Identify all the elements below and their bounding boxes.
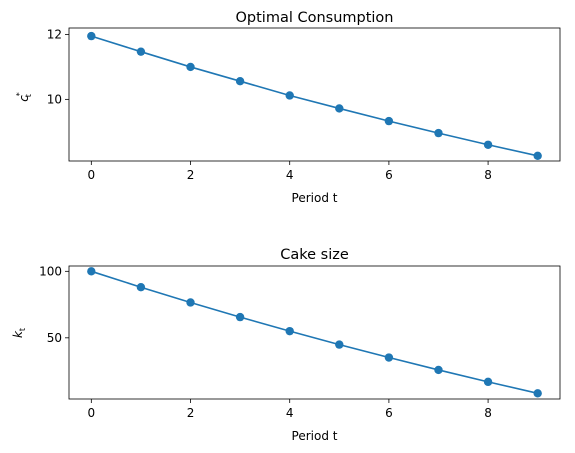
consumption-x-tick-label: 8 <box>484 168 492 182</box>
consumption-y-tick-label: 12 <box>47 27 62 41</box>
consumption-y-tick-label: 10 <box>47 92 62 106</box>
consumption-x-tick-label: 0 <box>87 168 95 182</box>
consumption-x-tick-label: 4 <box>286 168 294 182</box>
cake-size-x-axis-label: Period t <box>292 429 338 443</box>
cake-size-data-point <box>434 365 443 375</box>
cake-size-x-tick-label: 0 <box>87 406 95 420</box>
cake-size-subplot: Cake size 0 2 4 6 8 50 100 Period t kt <box>11 247 561 443</box>
cake-size-chart-title: Cake size <box>280 247 349 263</box>
consumption-chart-title: Optimal Consumption <box>235 10 393 26</box>
cake-size-data-point <box>87 267 96 276</box>
cake-size-y-ticks: 50 100 <box>39 264 69 345</box>
consumption-y-axis-label: c*t <box>15 92 33 102</box>
consumption-y-ticks: 10 12 <box>47 27 69 106</box>
cake-size-data-point <box>483 377 493 387</box>
consumption-data-point <box>483 140 493 149</box>
consumption-data-point <box>533 151 542 161</box>
cake-size-y-axis-label: kt <box>11 328 27 338</box>
consumption-data-point <box>384 116 394 126</box>
consumption-data-point <box>136 47 146 56</box>
cake-size-axes-frame <box>68 265 561 400</box>
cake-size-data-point <box>533 389 542 398</box>
cake-size-series <box>87 267 542 398</box>
cake-size-data-point <box>186 298 195 307</box>
cake-size-y-tick-label: 50 <box>47 331 62 345</box>
consumption-data-point <box>285 91 294 100</box>
consumption-x-tick-label: 2 <box>187 168 195 182</box>
consumption-x-tick-label: 6 <box>385 168 393 182</box>
consumption-series <box>87 31 542 161</box>
cake-size-x-tick-label: 6 <box>385 406 393 420</box>
consumption-data-point <box>235 77 245 86</box>
cake-size-data-point <box>136 283 146 292</box>
cake-size-x-tick-label: 8 <box>484 406 492 420</box>
cake-size-series-line <box>91 270 538 395</box>
cake-size-data-point <box>384 353 394 362</box>
cake-size-x-tick-label: 4 <box>286 406 294 420</box>
consumption-x-axis-label: Period t <box>292 191 338 205</box>
consumption-data-point <box>335 104 344 113</box>
cake-size-x-ticks: 0 2 4 6 8 <box>87 399 492 420</box>
cake-size-x-tick-label: 2 <box>187 406 195 420</box>
cake-size-y-tick-label: 100 <box>39 264 62 278</box>
consumption-series-line <box>91 35 538 157</box>
cake-size-data-point <box>335 340 344 349</box>
consumption-data-point <box>434 128 443 138</box>
consumption-data-point <box>186 62 195 72</box>
cake-size-data-point <box>235 312 245 322</box>
cake-size-data-point <box>285 326 294 336</box>
consumption-axes-frame <box>68 27 561 162</box>
consumption-x-ticks: 0 2 4 6 8 <box>87 161 492 182</box>
consumption-data-point <box>87 31 96 41</box>
